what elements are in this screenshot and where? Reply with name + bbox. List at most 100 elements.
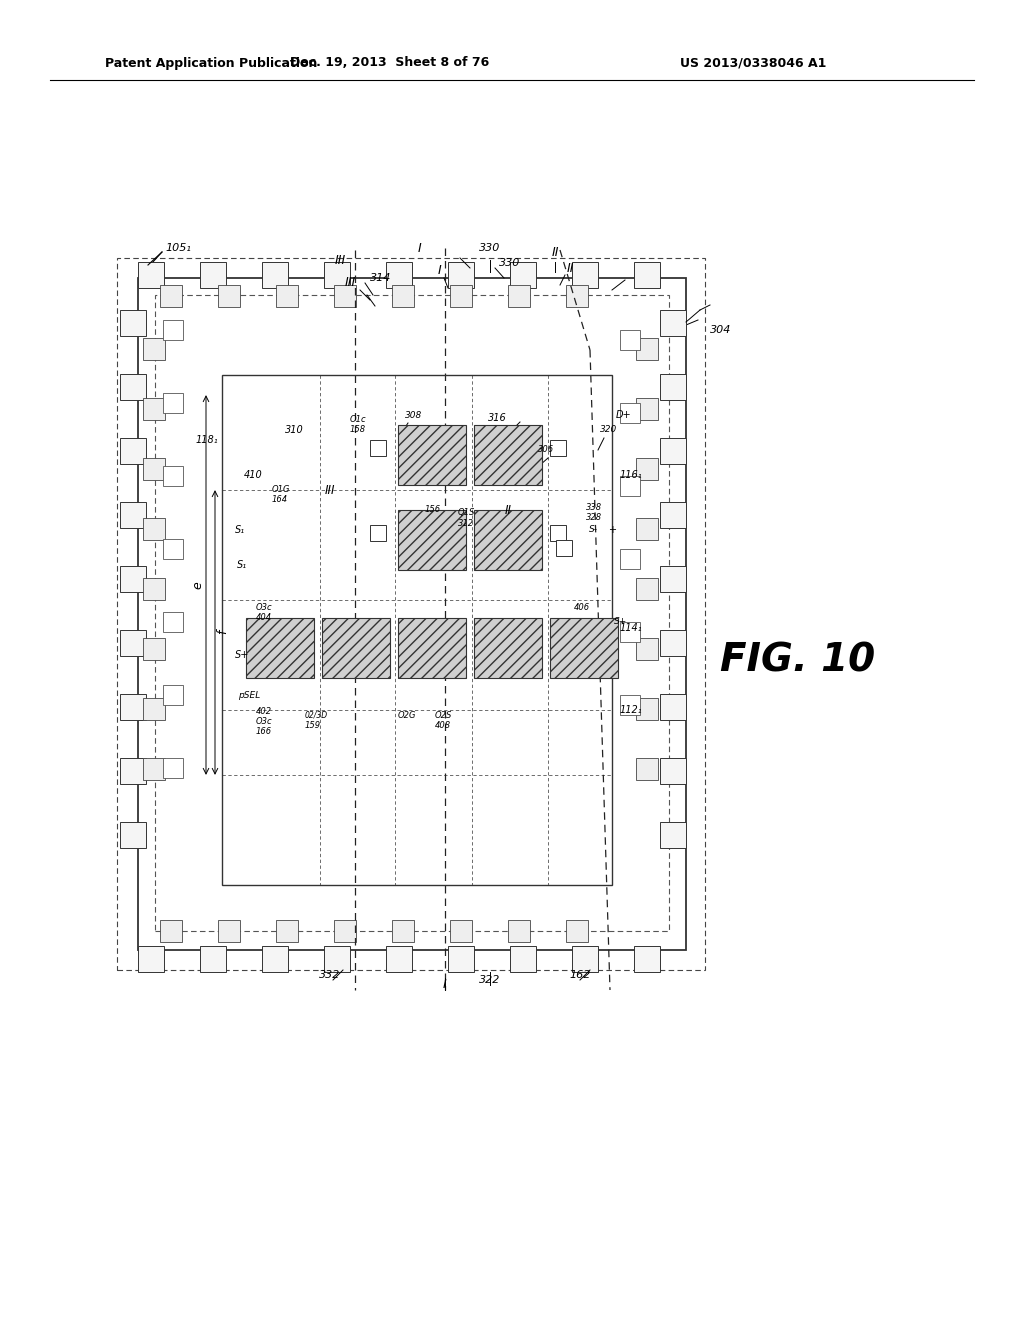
Bar xyxy=(620,549,640,569)
Bar xyxy=(386,261,412,288)
Bar xyxy=(566,920,588,942)
Text: 402: 402 xyxy=(256,708,272,717)
Bar xyxy=(620,330,640,350)
Text: 159: 159 xyxy=(305,721,322,730)
Bar xyxy=(120,502,146,528)
Bar xyxy=(160,920,182,942)
Bar xyxy=(143,517,165,540)
Text: 166: 166 xyxy=(256,727,272,737)
Text: III: III xyxy=(325,483,335,496)
Bar xyxy=(660,694,686,719)
Text: S+: S+ xyxy=(234,649,250,660)
Text: O3c: O3c xyxy=(256,718,272,726)
Bar xyxy=(620,403,640,422)
Text: Patent Application Publication: Patent Application Publication xyxy=(105,57,317,70)
Text: 320: 320 xyxy=(600,425,617,434)
Text: I: I xyxy=(443,978,446,991)
Text: 406: 406 xyxy=(574,603,590,612)
Text: D+: D+ xyxy=(616,411,632,420)
Bar xyxy=(398,425,466,484)
Text: II: II xyxy=(505,503,512,516)
Bar xyxy=(200,261,226,288)
Bar xyxy=(634,261,660,288)
Bar xyxy=(450,920,472,942)
Text: S₁: S₁ xyxy=(234,525,245,535)
Bar xyxy=(120,630,146,656)
Bar xyxy=(636,698,658,719)
Bar xyxy=(398,510,466,570)
Text: II: II xyxy=(566,261,573,275)
Bar xyxy=(636,758,658,780)
Text: 112₁: 112₁ xyxy=(620,705,643,715)
Bar xyxy=(160,285,182,308)
Text: II: II xyxy=(551,246,559,259)
Bar xyxy=(510,261,536,288)
Text: O2S: O2S xyxy=(435,710,453,719)
Bar xyxy=(566,285,588,308)
Text: O1c: O1c xyxy=(350,416,367,425)
Bar xyxy=(392,285,414,308)
Text: O3c: O3c xyxy=(256,603,272,612)
Text: 114₁: 114₁ xyxy=(620,623,643,634)
Bar xyxy=(550,618,618,678)
Bar xyxy=(636,578,658,601)
Bar xyxy=(143,399,165,420)
Bar xyxy=(550,440,566,455)
Text: S+: S+ xyxy=(614,618,628,627)
Text: 158: 158 xyxy=(350,425,367,434)
Bar xyxy=(163,466,183,486)
Text: 306: 306 xyxy=(538,446,554,454)
Bar xyxy=(120,758,146,784)
Bar xyxy=(276,920,298,942)
Text: 304: 304 xyxy=(710,325,731,335)
Bar xyxy=(660,374,686,400)
Text: 330: 330 xyxy=(500,257,520,268)
Bar xyxy=(636,338,658,360)
Bar xyxy=(572,261,598,288)
Text: 116₁: 116₁ xyxy=(620,470,643,480)
Bar xyxy=(218,920,240,942)
Bar xyxy=(163,319,183,341)
Bar xyxy=(117,257,705,970)
Text: pSEL: pSEL xyxy=(238,690,260,700)
Text: 164: 164 xyxy=(272,495,288,504)
Bar xyxy=(262,946,288,972)
Bar xyxy=(120,438,146,465)
Bar xyxy=(324,946,350,972)
Bar xyxy=(143,458,165,480)
Bar xyxy=(660,438,686,465)
Text: 314: 314 xyxy=(370,273,391,282)
Bar xyxy=(163,612,183,632)
Bar xyxy=(660,630,686,656)
Bar xyxy=(334,285,356,308)
Bar xyxy=(620,696,640,715)
Text: III: III xyxy=(335,253,346,267)
Bar xyxy=(386,946,412,972)
Bar xyxy=(200,946,226,972)
Bar xyxy=(634,946,660,972)
Text: 408: 408 xyxy=(435,721,452,730)
Bar xyxy=(246,618,314,678)
Bar xyxy=(620,477,640,496)
Text: I: I xyxy=(438,264,442,276)
Bar xyxy=(450,285,472,308)
Bar xyxy=(155,294,669,931)
Bar xyxy=(143,338,165,360)
Text: 02/3D: 02/3D xyxy=(305,710,328,719)
Text: 322: 322 xyxy=(479,975,501,985)
Text: 328: 328 xyxy=(586,513,602,523)
Bar xyxy=(636,638,658,660)
Text: FIG. 10: FIG. 10 xyxy=(720,642,876,678)
Text: 310: 310 xyxy=(285,425,304,436)
Bar xyxy=(218,285,240,308)
Bar xyxy=(120,822,146,847)
Text: 332: 332 xyxy=(319,970,341,979)
Text: 312: 312 xyxy=(458,519,474,528)
Text: 162: 162 xyxy=(569,970,591,979)
Text: 330: 330 xyxy=(479,243,501,253)
Bar xyxy=(163,393,183,413)
Bar xyxy=(138,946,164,972)
Bar xyxy=(120,694,146,719)
Bar xyxy=(163,539,183,558)
Bar xyxy=(222,375,612,884)
